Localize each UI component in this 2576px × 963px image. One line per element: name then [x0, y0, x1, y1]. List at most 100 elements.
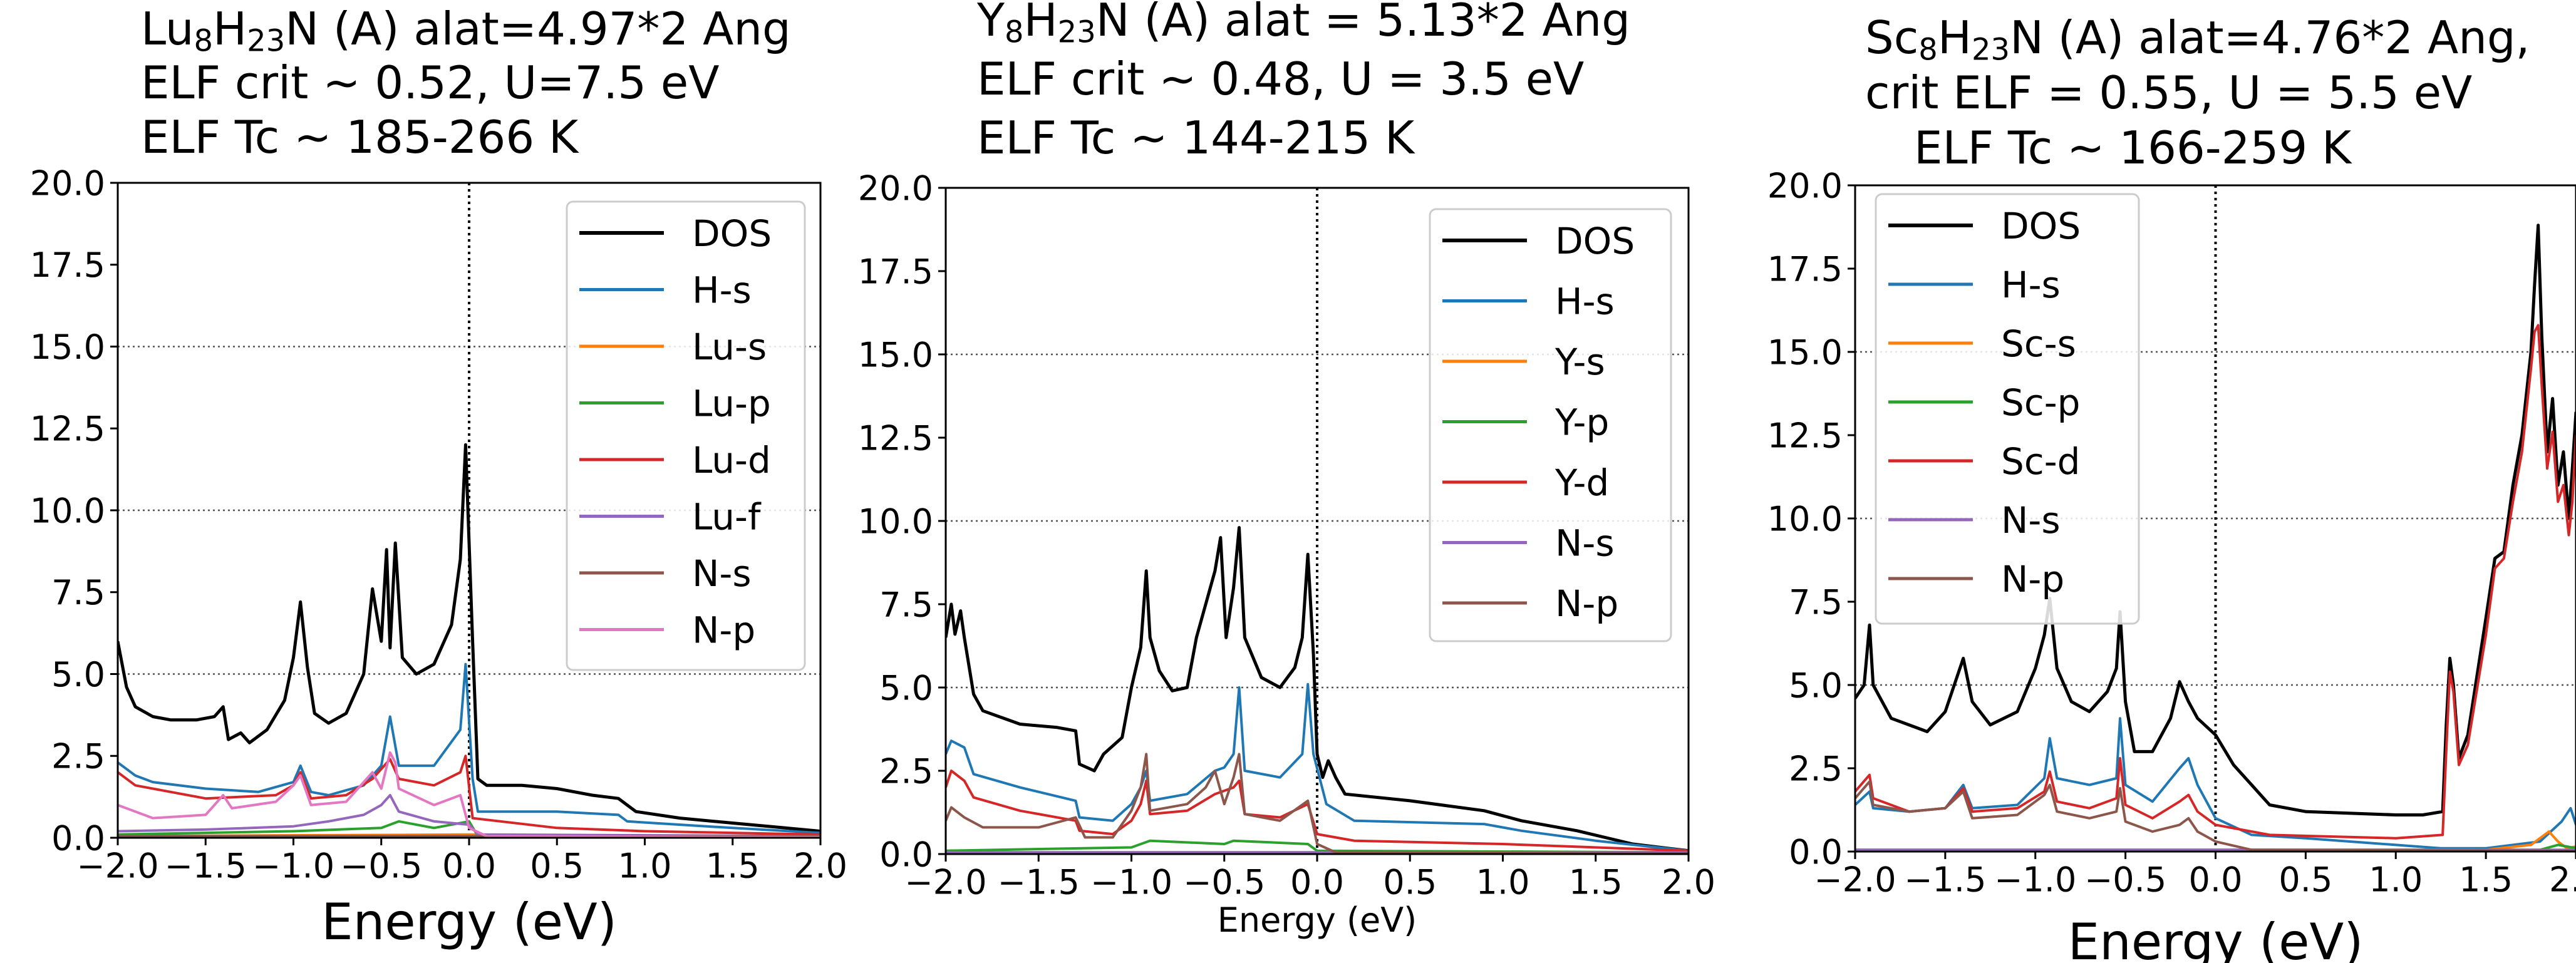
chart-title-line: crit ELF = 0.55, U = 5.5 eV: [1865, 66, 2473, 119]
legend-label: Y-s: [1554, 341, 1605, 383]
legend-label: Sc-d: [2001, 440, 2080, 483]
series-line-h-s: [118, 662, 820, 835]
x-axis-label: Energy (eV): [321, 893, 617, 951]
y-tick-label: 15.0: [858, 335, 933, 374]
x-tick-label: 1.5: [2459, 860, 2513, 899]
x-tick-label: −2.0: [1814, 860, 1896, 899]
y-tick-label: 2.5: [1789, 749, 1843, 788]
y-tick-label: 12.5: [30, 409, 105, 449]
x-tick-label: −1.5: [165, 846, 247, 885]
x-tick-label: −1.5: [998, 862, 1080, 902]
chart-title-line: ELF Tc ~ 166-259 K: [1914, 121, 2352, 174]
y-tick-label: 5.0: [1789, 666, 1843, 705]
y-tick-label: 2.5: [879, 751, 933, 791]
chart-svg: 0.02.55.07.510.012.515.017.520.0−2.0 −1.5…: [1767, 166, 2576, 963]
legend-label: N-p: [1555, 582, 1618, 625]
legend-label: N-p: [2001, 558, 2064, 600]
chart-title-line: ELF Tc ~ 144-215 K: [977, 111, 1415, 164]
y-tick-label: 12.5: [1767, 416, 1843, 455]
series-line-dos: [118, 443, 820, 833]
y-tick-label: 0.0: [879, 835, 933, 874]
series-line-lu-d: [118, 754, 820, 836]
y-tick-label: 5.0: [879, 668, 933, 708]
legend-label: Y-d: [1554, 461, 1609, 504]
chart-panel-lu: Lu8H23N (A) alat=4.97*2 Ang ELF crit ~ 0.…: [0, 0, 847, 963]
legend-label: N-s: [2001, 499, 2061, 542]
x-tick-label: 0.5: [1383, 862, 1437, 902]
x-axis-label: Energy (eV): [2068, 913, 2364, 963]
x-axis-label: Energy (eV): [1218, 900, 1417, 940]
y-tick-label: 10.0: [30, 491, 105, 530]
series-line-y-p: [946, 839, 1689, 854]
x-tick-label: 1.5: [706, 846, 760, 885]
chart-title-line: ELF crit ~ 0.52, U=7.5 eV: [141, 56, 720, 109]
x-tick-label: 1.0: [1476, 862, 1530, 902]
legend-label: N-s: [692, 552, 752, 595]
legend-label: N-p: [692, 609, 755, 651]
y-tick-label: 2.5: [51, 737, 105, 776]
series-line-sc-d: [1855, 324, 2576, 840]
y-tick-label: 7.5: [51, 573, 105, 612]
chart-svg: 0.02.55.07.510.012.515.017.520.0−2.0 −1.5…: [858, 168, 1715, 940]
legend-label: Sc-p: [2001, 381, 2080, 424]
x-tick-label: 2.0: [794, 846, 847, 885]
legend-label: DOS: [1555, 220, 1635, 262]
x-tick-label: 1.0: [2369, 860, 2423, 899]
legend-label: Lu-f: [692, 495, 762, 538]
legend-label: Y-p: [1554, 401, 1609, 443]
x-tick-label: −1.0: [252, 846, 334, 885]
series-line-h-s: [946, 682, 1689, 852]
y-tick-label: 0.0: [1789, 832, 1843, 872]
legend-label: H-s: [2001, 264, 2061, 306]
legend-label: Lu-p: [692, 382, 771, 425]
legend-box: [1875, 193, 2140, 625]
chart-svg: 0.02.55.07.510.012.515.017.520.0−2.0 −1.5…: [30, 163, 847, 951]
series-line-h-s: [1855, 717, 2576, 850]
x-tick-label: −2.0: [904, 862, 986, 902]
x-tick-label: 0.0: [442, 846, 496, 885]
x-tick-label: −1.0: [1090, 862, 1172, 902]
x-tick-label: −2.0: [76, 846, 158, 885]
x-tick-label: 1.5: [1569, 862, 1623, 902]
x-tick-label: −1.0: [1994, 860, 2076, 899]
chart-title-line: Y8H23N (A) alat = 5.13*2 Ang: [977, 0, 1630, 50]
x-tick-label: 1.0: [618, 846, 672, 885]
series-line-n-p: [946, 753, 1689, 854]
series-line-dos: [946, 526, 1689, 853]
y-tick-label: 7.5: [1789, 582, 1843, 622]
chart-title-line: Sc8H23N (A) alat=4.76*2 Ang,: [1865, 11, 2530, 68]
x-tick-label: −1.5: [1904, 860, 1986, 899]
legend-label: H-s: [1555, 280, 1615, 322]
y-tick-label: 20.0: [1767, 166, 1843, 205]
x-tick-label: −0.5: [1183, 862, 1265, 902]
y-tick-label: 12.5: [858, 418, 933, 458]
legend-label: Lu-d: [692, 439, 771, 482]
x-tick-label: −0.5: [2084, 860, 2166, 899]
x-tick-label: 2.0: [2549, 860, 2576, 899]
x-tick-label: 0.0: [1290, 862, 1344, 902]
series-line-n-p: [118, 751, 820, 838]
chart-panel-y: Y8H23N (A) alat = 5.13*2 Ang ELF crit ~ 0…: [839, 0, 1715, 963]
y-tick-label: 17.5: [1767, 249, 1843, 289]
series-line-dos: [1855, 224, 2576, 816]
x-tick-label: 0.5: [2279, 860, 2332, 899]
chart-title-line: ELF crit ~ 0.48, U = 3.5 eV: [977, 53, 1585, 105]
legend-label: DOS: [692, 212, 772, 255]
series-group: [1855, 224, 2576, 852]
y-tick-label: 17.5: [858, 252, 933, 291]
series-line-lu-f: [118, 794, 820, 838]
legend-label: N-s: [1555, 522, 1615, 564]
chart-title-line: ELF Tc ~ 185-266 K: [141, 111, 579, 163]
legend-box: [566, 200, 806, 671]
y-tick-label: 7.5: [879, 585, 933, 624]
legend-box: [1429, 208, 1672, 642]
y-tick-label: 10.0: [1767, 499, 1843, 538]
y-tick-label: 5.0: [51, 655, 105, 694]
y-tick-label: 10.0: [858, 502, 933, 541]
legend-label: H-s: [692, 269, 752, 311]
chart-title-line: Lu8H23N (A) alat=4.97*2 Ang: [141, 3, 791, 59]
x-tick-label: 0.0: [2189, 860, 2243, 899]
x-tick-label: 0.5: [530, 846, 584, 885]
y-tick-label: 17.5: [30, 245, 105, 285]
y-tick-label: 0.0: [51, 818, 105, 858]
